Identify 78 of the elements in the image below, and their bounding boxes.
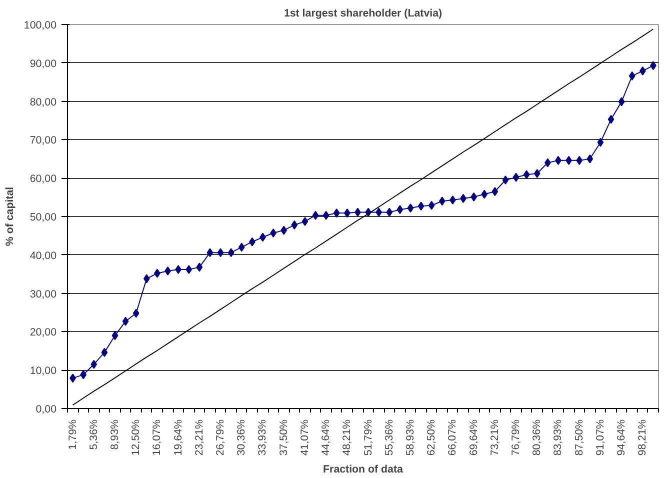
x-tick-label: 37,50%: [278, 418, 290, 456]
x-tick-label: 58,93%: [404, 418, 416, 456]
x-tick-label: 33,93%: [256, 418, 269, 456]
x-tick-label: 8,93%: [108, 418, 121, 450]
point: [280, 226, 288, 235]
x-tick-label: 19,64%: [172, 418, 184, 456]
point: [302, 216, 308, 226]
x-tick-label: 48,21%: [341, 418, 354, 456]
point: [386, 208, 393, 217]
y-tick-label: 60,00: [30, 173, 57, 186]
y-tick-label: 20,00: [30, 326, 57, 339]
y-tick-label: 80,00: [30, 96, 57, 108]
point: [228, 248, 234, 258]
x-tick-label: 12,50%: [130, 418, 142, 456]
x-tick-label: 5,36%: [88, 418, 100, 450]
point: [597, 138, 604, 147]
point: [238, 242, 245, 252]
point: [438, 196, 446, 206]
point: [196, 262, 203, 272]
point: [407, 204, 414, 213]
x-tick-label: 73,21%: [488, 418, 501, 456]
y-tick-label: 10,00: [30, 365, 57, 378]
point: [608, 114, 614, 124]
x-tick-label: 76,79%: [510, 418, 522, 456]
x-tick-label: 44,64%: [320, 418, 332, 456]
point: [534, 168, 540, 178]
y-tick-label: 70,00: [30, 134, 57, 147]
x-axis-title: Fraction of data: [323, 464, 404, 476]
point: [512, 172, 520, 182]
point: [322, 210, 330, 220]
y-tick-label: 30,00: [30, 288, 57, 300]
x-tick-label: 51,79%: [362, 418, 374, 456]
y-tick-label: 40,00: [30, 250, 57, 262]
point: [481, 190, 488, 199]
point: [122, 316, 129, 326]
point: [90, 360, 98, 369]
point: [112, 331, 118, 340]
point: [132, 308, 140, 318]
x-tick-label: 98,21%: [636, 418, 649, 456]
x-tick-label: 1,79%: [66, 418, 79, 450]
point: [333, 208, 340, 218]
point: [523, 170, 530, 180]
x-tick-label: 62,50%: [426, 418, 438, 456]
point: [206, 248, 214, 258]
x-tick-label: 41,07%: [298, 418, 311, 456]
y-tick-label: 100,00: [24, 20, 57, 32]
x-tick-label: 83,93%: [552, 418, 564, 456]
x-tick-label: 55,36%: [383, 418, 396, 456]
point: [618, 97, 625, 106]
point: [586, 154, 594, 164]
point: [101, 348, 108, 357]
x-tick-label: 30,36%: [236, 418, 248, 456]
point: [291, 220, 298, 230]
x-tick-label: 23,21%: [193, 418, 206, 456]
point: [217, 248, 224, 258]
x-tick-label: 80,36%: [531, 418, 544, 456]
x-tick-label: 26,79%: [214, 418, 227, 456]
y-tick-label: 0,00: [36, 404, 57, 416]
point: [186, 264, 192, 274]
point: [418, 202, 424, 211]
x-tick-label: 94,64%: [616, 418, 628, 456]
point: [502, 176, 509, 185]
point: [492, 187, 498, 196]
y-tick-label: 90,00: [30, 58, 57, 70]
x-tick-label: 87,50%: [573, 418, 586, 456]
chart-title: 1st largest shareholder (Latvia): [284, 8, 443, 20]
point: [428, 200, 435, 210]
x-tick-label: 16,07%: [151, 418, 164, 456]
point: [312, 210, 319, 220]
y-tick-label: 50,00: [30, 212, 57, 224]
point: [628, 71, 636, 80]
point: [143, 274, 150, 284]
point: [576, 156, 583, 165]
y-axis-title: % of capital: [4, 186, 16, 246]
x-tick-label: 69,64%: [468, 418, 480, 456]
x-tick-label: 66,07%: [446, 418, 459, 456]
point: [396, 205, 404, 214]
x-tick-label: 91,07%: [594, 418, 606, 456]
